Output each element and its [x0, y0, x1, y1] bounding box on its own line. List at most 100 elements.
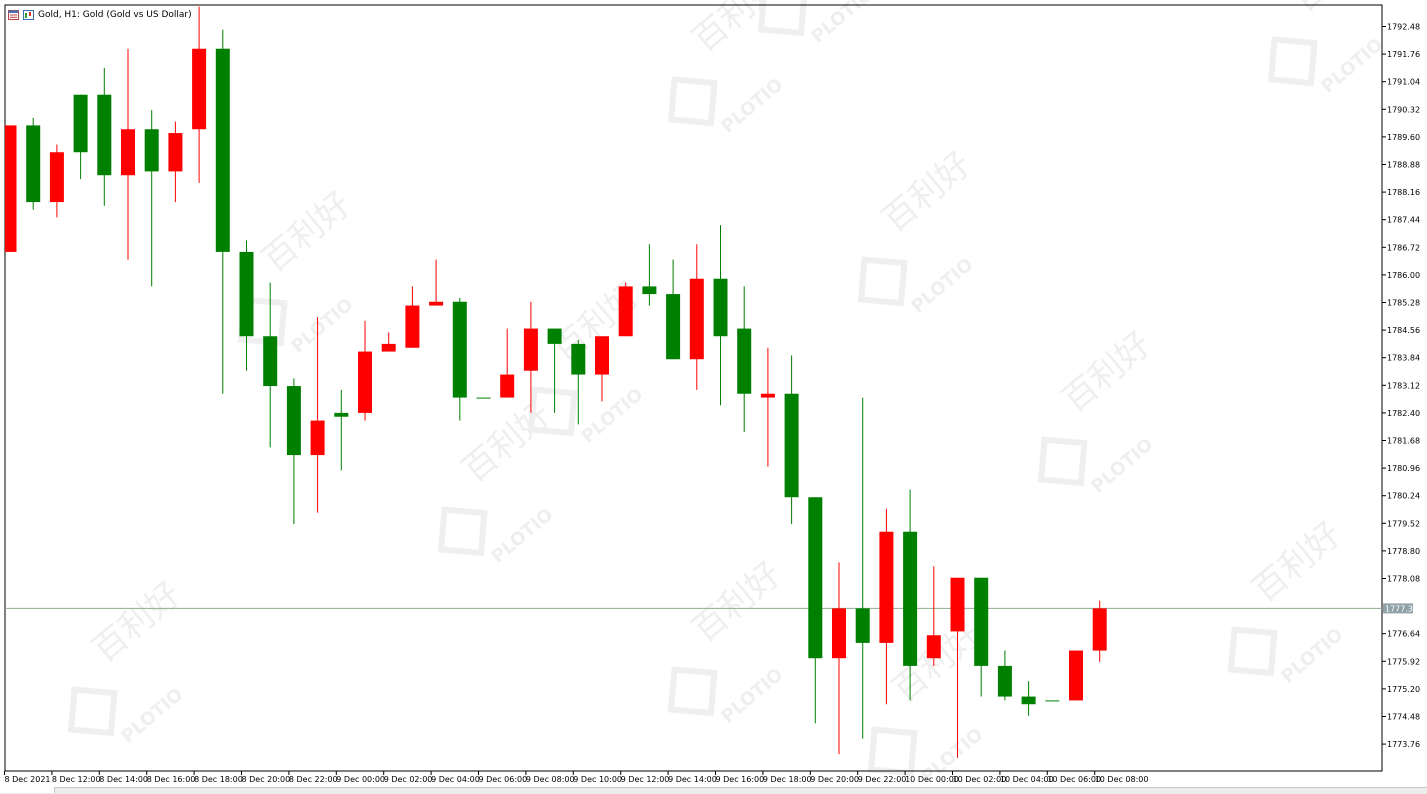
candle[interactable]: [903, 489, 918, 701]
candle[interactable]: [97, 67, 112, 206]
candle-body-bear: [1092, 608, 1107, 651]
candle[interactable]: [358, 320, 372, 421]
candle[interactable]: [1092, 600, 1107, 663]
x-tick-label: 9 Dec 22:00: [858, 775, 907, 784]
candle[interactable]: [168, 121, 183, 203]
watermark-cn-text: 百利好: [455, 394, 559, 490]
x-tick-label: 10 Dec 08:00: [1095, 775, 1149, 784]
watermark-logo-text: PLOTIO: [907, 254, 977, 317]
x-tick-label: 9 Dec 16:00: [716, 775, 765, 784]
candle[interactable]: [405, 286, 420, 348]
candle-body-bull: [26, 125, 41, 203]
candle[interactable]: [263, 282, 278, 448]
candle[interactable]: [737, 286, 752, 433]
current-price-tag: 1777.30: [1383, 603, 1418, 614]
x-tick-label: 9 Dec 04:00: [431, 775, 480, 784]
watermark-logo: PLOTIO 百利好: [1037, 324, 1159, 498]
candle[interactable]: [808, 497, 823, 724]
candle[interactable]: [784, 355, 799, 525]
candle[interactable]: [832, 562, 846, 755]
candle[interactable]: [595, 336, 609, 402]
y-tick-label: 1790.32: [1387, 105, 1420, 114]
candle-body-bull: [713, 278, 728, 337]
candle[interactable]: [381, 332, 396, 352]
candle[interactable]: [286, 378, 301, 525]
x-tick-label: 10 Dec 00:00: [905, 775, 959, 784]
watermark-logo: PLOTIO 百利好: [237, 184, 359, 358]
candle[interactable]: [997, 650, 1012, 701]
candle[interactable]: [760, 347, 775, 467]
candle-body-bear: [1069, 650, 1083, 701]
watermark-logo-text: PLOTIO: [1277, 624, 1347, 687]
candle[interactable]: [974, 577, 989, 697]
candle[interactable]: [452, 297, 467, 421]
x-tick-label: 8 Dec 14:00: [99, 775, 148, 784]
candle[interactable]: [950, 577, 965, 758]
candle-body-bear: [689, 278, 704, 360]
candle-body-bull: [1021, 696, 1036, 705]
x-tick-label: 10 Dec 04:00: [1000, 775, 1054, 784]
candle-body-bull: [73, 94, 88, 153]
watermark-cn-text: 百利好: [1055, 324, 1159, 420]
candle[interactable]: [618, 282, 633, 337]
candle[interactable]: [215, 29, 230, 394]
candle[interactable]: [642, 244, 657, 306]
candle-body-bull: [808, 497, 823, 659]
x-tick-label: 9 Dec 02:00: [384, 775, 433, 784]
candle[interactable]: [689, 244, 704, 390]
y-tick-label: 1788.16: [1387, 188, 1420, 197]
chart-type-icon: [23, 10, 34, 20]
candle-body-bull: [476, 397, 491, 399]
candle[interactable]: [571, 340, 586, 425]
candle-body-bear: [618, 286, 633, 337]
watermark-logo: PLOTIO 百利好: [857, 144, 979, 318]
candle[interactable]: [310, 317, 325, 513]
candle-body-bull: [1045, 700, 1060, 702]
candle[interactable]: [239, 240, 254, 371]
y-tick-label: 1780.96: [1387, 464, 1420, 473]
candle-body-bull: [737, 328, 752, 394]
candle-body-bear: [405, 305, 420, 348]
candle[interactable]: [5, 125, 17, 252]
watermark-logo: PLOTIO 百利好: [1267, 0, 1389, 98]
candle[interactable]: [1045, 700, 1060, 702]
candle[interactable]: [500, 328, 515, 398]
y-tick-label: 1791.76: [1387, 50, 1420, 59]
candle[interactable]: [49, 144, 64, 218]
chart-title-bar: Gold, H1: Gold (Gold vs US Dollar): [8, 8, 192, 22]
candle[interactable]: [121, 48, 135, 260]
candle[interactable]: [1021, 681, 1036, 716]
candle[interactable]: [144, 110, 159, 287]
candle-body-bull: [144, 129, 159, 172]
candle[interactable]: [879, 508, 894, 705]
time-axis[interactable]: 8 Dec 2021 8 Dec 12:008 Dec 14:008 Dec 16…: [4, 771, 1149, 784]
candle[interactable]: [1069, 650, 1083, 701]
candle-body-bear: [595, 336, 609, 375]
candle[interactable]: [26, 117, 41, 210]
chart-frame: [4, 4, 1383, 772]
chart-tab[interactable]: [0, 787, 55, 793]
candle[interactable]: [476, 397, 491, 399]
candle-body-bull: [239, 251, 254, 337]
candle[interactable]: [713, 225, 728, 406]
candle[interactable]: [192, 6, 207, 183]
candle[interactable]: [73, 94, 88, 180]
price-axis[interactable]: 1792.48 1791.76 1791.04 1790.32 1789.60 1788.…: [1382, 23, 1420, 750]
candle[interactable]: [429, 259, 444, 306]
candle-body-bear: [429, 301, 444, 306]
y-tick-label: 1787.44: [1387, 216, 1420, 225]
candle[interactable]: [855, 397, 870, 739]
watermark-logo: PLOTIO 百利好: [437, 394, 559, 568]
y-tick-label: 1778.08: [1387, 575, 1420, 584]
candle[interactable]: [334, 389, 349, 471]
candle[interactable]: [523, 301, 538, 413]
x-tick-label: 10 Dec 06:00: [1047, 775, 1101, 784]
candle[interactable]: [926, 566, 941, 666]
x-tick-label: 8 Dec 20:00: [242, 775, 291, 784]
candle[interactable]: [666, 259, 681, 360]
candle-body-bull: [334, 412, 349, 417]
candle[interactable]: [547, 328, 562, 413]
y-tick-label: 1773.76: [1387, 740, 1420, 749]
